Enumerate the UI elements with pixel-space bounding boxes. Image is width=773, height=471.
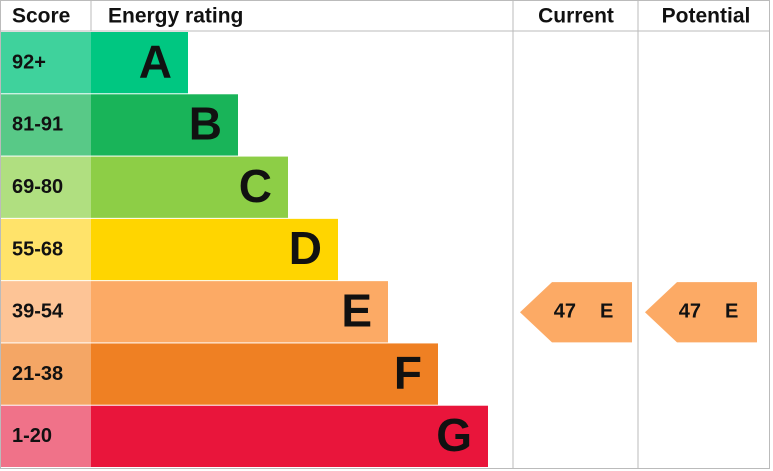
rating-letter: B — [189, 98, 222, 150]
rating-letter: E — [341, 284, 372, 336]
potential-letter: E — [725, 301, 738, 323]
score-cell — [1, 156, 91, 218]
score-label: 81-91 — [12, 114, 63, 136]
score-label: 55-68 — [12, 238, 63, 260]
rating-bar — [91, 156, 288, 218]
current-arrow — [520, 282, 632, 343]
score-label: 21-38 — [12, 363, 63, 385]
current-value: 47 — [554, 301, 576, 323]
score-cell — [1, 343, 91, 405]
rating-bar — [91, 218, 338, 281]
score-cell — [1, 32, 91, 94]
header-rating: Energy rating — [108, 5, 243, 28]
potential-arrow — [645, 282, 757, 343]
header-current: Current — [538, 5, 614, 28]
rating-bar — [91, 343, 438, 405]
score-label: 1-20 — [12, 425, 52, 447]
score-label: 39-54 — [12, 301, 64, 323]
rating-bar — [91, 94, 238, 156]
rating-letter: D — [289, 222, 322, 274]
header-potential: Potential — [662, 5, 751, 28]
rating-letter: C — [239, 160, 272, 212]
rating-letter: G — [436, 409, 472, 461]
score-label: 92+ — [12, 51, 46, 73]
score-cell — [1, 281, 91, 343]
score-cell — [1, 405, 91, 467]
score-cell — [1, 94, 91, 156]
potential-value: 47 — [679, 301, 701, 323]
rating-letter: F — [394, 347, 422, 399]
header-score: Score — [12, 5, 70, 28]
score-cell — [1, 218, 91, 281]
rating-bar — [91, 405, 488, 467]
rating-bar — [91, 281, 388, 343]
current-letter: E — [600, 301, 613, 323]
score-label: 69-80 — [12, 176, 63, 198]
rating-bar — [91, 32, 188, 94]
rating-letter: A — [139, 35, 172, 87]
